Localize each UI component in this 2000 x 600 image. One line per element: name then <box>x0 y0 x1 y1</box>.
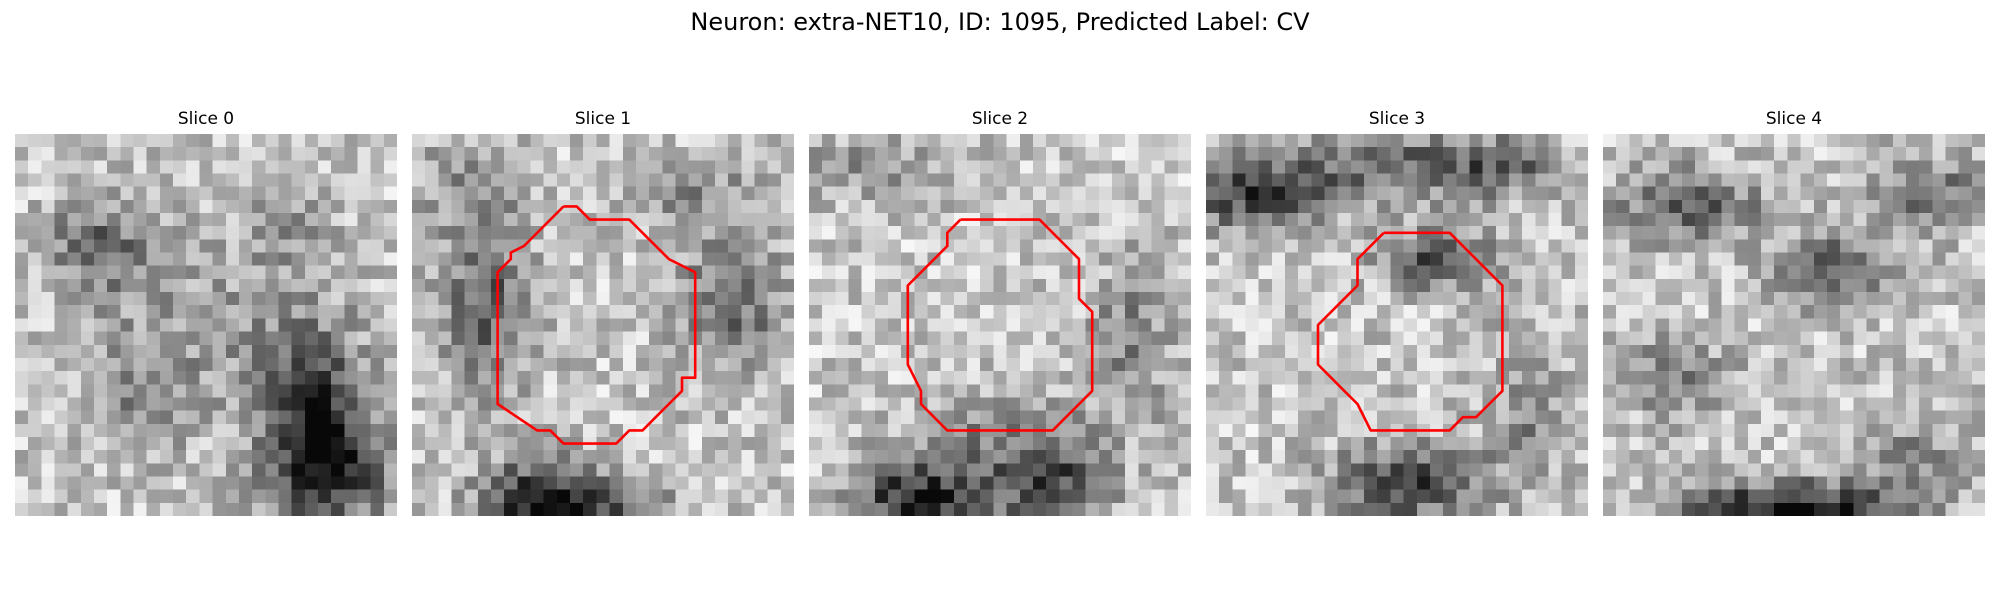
slice-svg-3 <box>1206 134 1588 516</box>
slice-image-3 <box>1206 134 1588 516</box>
slice-pixels-4 <box>1603 134 1985 516</box>
slice-pixels-2 <box>809 134 1191 516</box>
slice-pixels-0 <box>15 134 397 516</box>
slice-image-4 <box>1603 134 1985 516</box>
cell-contour-3 <box>1316 231 1504 432</box>
slice-title-3: Slice 3 <box>1368 109 1426 129</box>
slice-svg-4 <box>1603 134 1985 516</box>
slice-pixels-1 <box>412 134 794 516</box>
figure-title: Neuron: extra-NET10, ID: 1095, Predicted… <box>690 8 1310 36</box>
slice-title-1: Slice 1 <box>574 109 632 129</box>
slice-panel-0: Slice 0 <box>15 108 397 516</box>
slice-pixels-3 <box>1206 134 1588 516</box>
slice-panel-3: Slice 3 <box>1206 108 1588 516</box>
slice-panel-4: Slice 4 <box>1603 108 1985 516</box>
slice-image-2 <box>809 134 1191 516</box>
slice-panel-2: Slice 2 <box>809 108 1191 516</box>
slice-title-4: Slice 4 <box>1765 109 1823 129</box>
slice-svg-1 <box>412 134 794 516</box>
slice-svg-2 <box>809 134 1191 516</box>
cell-contour-1 <box>496 205 697 445</box>
slice-title-2: Slice 2 <box>971 109 1029 129</box>
cell-contour-2 <box>906 218 1094 432</box>
slice-panel-1: Slice 1 <box>412 108 794 516</box>
slice-image-0 <box>15 134 397 516</box>
slice-image-1 <box>412 134 794 516</box>
slice-title-0: Slice 0 <box>177 109 235 129</box>
slice-svg-0 <box>15 134 397 516</box>
